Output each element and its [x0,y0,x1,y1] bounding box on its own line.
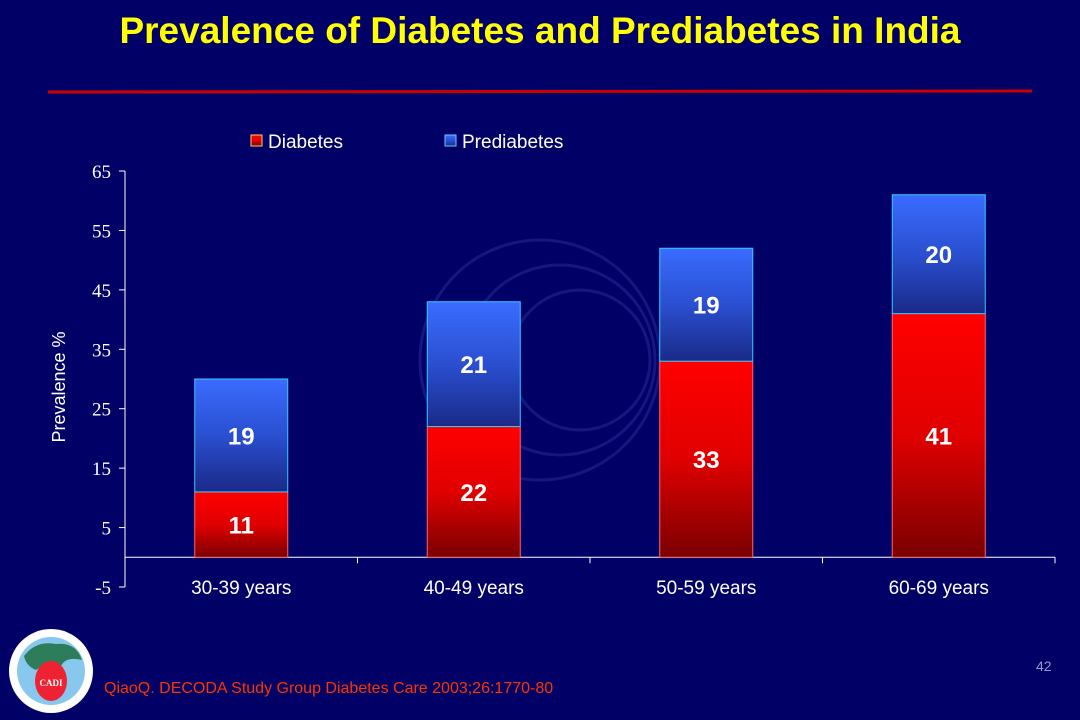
y-tick-label: -5 [95,578,111,599]
bar-prediabetes [659,247,754,362]
legend-swatch-diabetes [250,134,263,147]
data-label: 20 [925,242,952,269]
bar-diabetes [659,360,754,558]
logo-text: CADI [39,678,62,688]
x-tick-label: 60-69 years [889,578,989,599]
data-label: 33 [693,447,720,474]
y-tick-label: 25 [92,400,111,421]
bar-prediabetes [194,378,289,493]
data-label: 11 [229,513,254,540]
bar-diabetes [426,426,521,558]
legend-label-diabetes: Diabetes [268,132,343,153]
page-number: 42 [1036,658,1052,674]
y-axis-label: Prevalence % [49,331,69,442]
y-tick-label: 55 [92,221,111,242]
legend: Diabetes Prediabetes [250,132,563,153]
legend-swatch-prediabetes [444,134,457,147]
bar-diabetes [891,313,986,558]
slide-title: Prevalence of Diabetes and Prediabetes i… [119,10,961,51]
bar-prediabetes [426,301,521,428]
data-label: 21 [460,352,487,379]
data-label: 22 [460,480,487,507]
bar-prediabetes [891,194,986,315]
data-label: 19 [228,423,255,450]
y-tick-label: 65 [92,162,111,183]
y-tick-label: 35 [92,340,111,361]
cadi-logo: CADI [9,629,93,713]
data-label: 19 [693,293,720,320]
x-tick-label: 40-49 years [424,578,524,599]
legend-label-prediabetes: Prediabetes [462,132,563,153]
y-tick-label: 45 [92,281,111,302]
source-citation: QiaoQ. DECODA Study Group Diabetes Care … [104,680,554,697]
data-label: 41 [925,423,952,450]
y-tick-label: 5 [102,519,112,540]
y-tick-label: 15 [92,459,111,480]
x-tick-label: 50-59 years [656,578,756,599]
x-tick-label: 30-39 years [191,578,291,599]
